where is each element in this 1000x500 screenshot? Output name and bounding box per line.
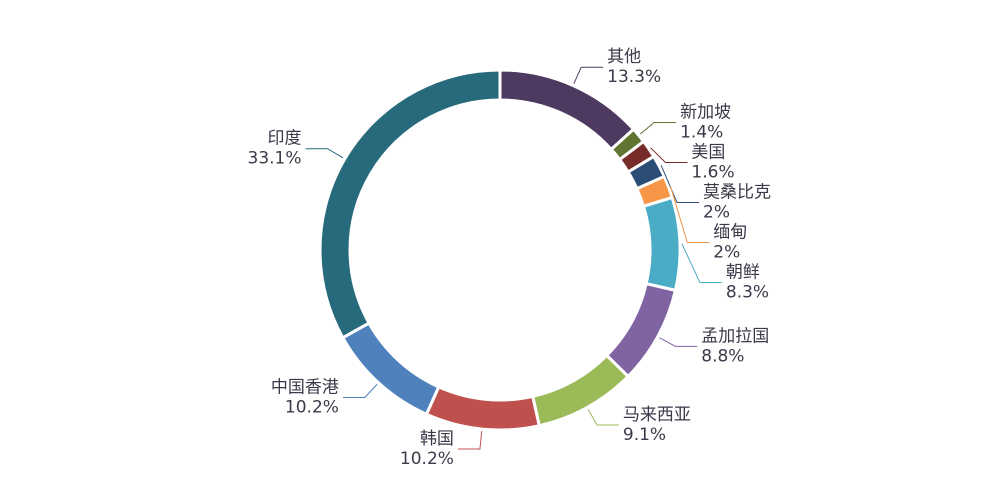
donut-segment <box>424 384 542 432</box>
slice-label: 韩国 <box>420 429 454 449</box>
leader-line <box>305 148 344 159</box>
slice-label: 莫桑比克 <box>703 183 771 203</box>
slice-value: 9.1% <box>623 425 666 445</box>
slice-label: 其他 <box>607 47 641 67</box>
slice-label: 朝鲜 <box>726 263 760 283</box>
slice-value: 33.1% <box>248 149 302 169</box>
slice-value: 10.2% <box>400 449 454 469</box>
leader-line <box>659 337 698 347</box>
leader-line <box>669 186 710 244</box>
leader-line <box>681 243 722 284</box>
slice-value: 1.4% <box>680 123 723 143</box>
slice-value: 2% <box>703 203 730 223</box>
slice-value: 8.3% <box>726 283 769 303</box>
leader-line <box>587 408 619 426</box>
slice-label: 马来西亚 <box>623 405 691 425</box>
leader-line <box>573 66 604 84</box>
leader-line <box>660 165 700 204</box>
leader-line <box>650 147 688 164</box>
slice-label: 孟加拉国 <box>701 326 769 346</box>
leader-line <box>457 431 483 450</box>
donut-segment <box>530 353 631 428</box>
donut-segment <box>340 321 441 417</box>
slice-value: 10.2% <box>285 398 339 418</box>
slice-value: 13.3% <box>607 67 661 87</box>
slice-label: 缅甸 <box>713 223 747 243</box>
slice-label: 美国 <box>691 143 725 163</box>
slice-label: 中国香港 <box>271 378 339 398</box>
leader-line <box>639 122 677 135</box>
leader-line <box>342 383 378 399</box>
slice-label: 印度 <box>268 129 302 149</box>
donut-segment <box>318 68 502 340</box>
donut-segment <box>604 281 678 379</box>
slice-value: 2% <box>713 243 740 263</box>
donut-segment <box>641 195 682 293</box>
slice-value: 8.8% <box>701 346 744 366</box>
slice-value: 1.6% <box>691 163 734 183</box>
slice-label: 新加坡 <box>680 103 731 123</box>
